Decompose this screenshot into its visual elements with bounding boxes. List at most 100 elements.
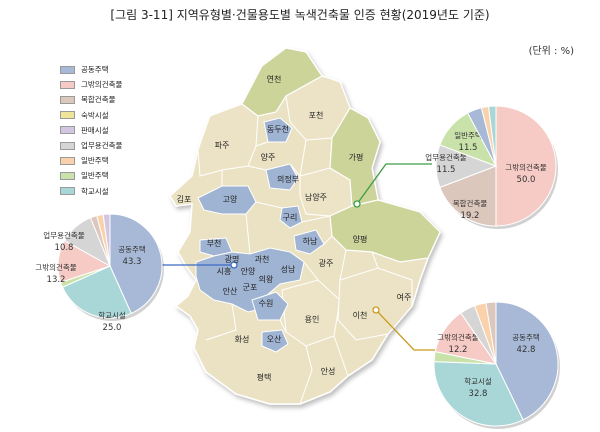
region-guri [279,205,303,229]
legend-label: 그밖의건축물 [81,80,123,90]
legend-swatch [60,171,75,180]
pie-slice [495,105,557,227]
pie-slice-value: 50.0 [517,175,536,185]
region-label: 광명 [225,254,240,264]
legend-label: 일반주택 [81,171,109,181]
region-label: 구리 [283,213,298,222]
pie-slice-label: 업무용건축물 [425,152,466,162]
legend-label: 숙박시설 [81,110,109,120]
legend-swatch [60,65,75,74]
region-label: 하남 [303,236,318,246]
legend-item: 숙박시설 [60,108,122,123]
legend-item: 그밖의건축물 [60,77,122,92]
region-osan [261,329,289,353]
pie-slice-label: 학교시설 [98,310,126,320]
pie-slice-label: 복합건축물 [453,198,488,208]
region-label: 안양 [241,266,256,276]
pie-slice-label: 학교시설 [464,376,492,386]
legend-label: 공동주택 [81,65,109,75]
unit-label: (단위 : %) [528,46,574,57]
pie-slice-label: 그밖의건축물 [505,162,546,172]
pie-slice-value: 11.5 [437,165,456,175]
legend: 공동주택 그밖의건축물 복합건축물 숙박시설 판매시설 업무용건축물 일반주택 … [60,62,122,199]
region-suwon [251,291,289,321]
legend-swatch [60,80,75,89]
region-icheon-yeoju-area [337,267,413,341]
legend-swatch [60,141,75,150]
legend-swatch [60,126,75,135]
pie-chart-bottom-right: 공동주택 42.8 학교시설 32.8 그밖의건축물 12.2 [433,301,560,429]
legend-swatch [60,187,75,196]
region-label: 의왕 [259,274,274,284]
region-label: 오산 [267,334,282,344]
region-label: 양평 [353,234,368,244]
pie-slice-value: 13.2 [47,275,66,285]
region-goyang [197,185,257,215]
legend-item: 일반주택 [60,153,122,168]
region-label: 연천 [267,74,282,84]
region-label: 부천 [207,238,222,248]
pie-slice [485,301,497,365]
legend-swatch [60,156,75,165]
legend-item: 판매시설 [60,123,122,138]
region-label: 수원 [259,299,274,308]
pie-chart-left: 공동주택 43.3 학교시설 25.0 그밖의건축물 13.2 업무용건축물 10.8 [35,213,164,333]
region-uijeongbu [265,163,299,191]
pie-slice-label: 그밖의건축물 [35,262,76,272]
pie-slice [487,105,497,167]
pie-slice-label: 업무용건축물 [43,230,84,240]
region-label: 여주 [397,292,412,302]
legend-swatch [60,95,75,104]
region-hanam [293,229,325,255]
region-label: 이천 [353,310,368,320]
legend-item: 업무용건축물 [60,138,122,153]
pie-slice-value: 19.2 [461,211,480,221]
legend-item: 일반주택 [60,168,122,183]
legend-label: 판매시설 [81,125,109,135]
pie-slice-value: 11.5 [459,143,478,153]
region-label: 양주 [261,153,276,162]
region-label: 화성 [235,335,250,344]
region-yeoncheon [241,47,323,117]
region-label: 광주 [319,258,334,268]
legend-item: 복합건축물 [60,92,122,107]
region-label: 동두천 [267,124,289,134]
region-metro-south [195,247,305,313]
region-label: 안성 [321,366,336,376]
pie-slice [109,213,163,315]
figure-title: [그림 3-11] 지역유형별·건물용도별 녹색건축물 인증 현황(2019년도… [110,8,490,22]
pie-slice-value: 43.3 [123,257,142,267]
region-label: 평택 [257,372,272,382]
legend-item: 공동주택 [60,62,122,77]
pie-slice [433,361,524,427]
legend-label: 복합건축물 [81,95,116,105]
region-label: 포천 [309,110,324,120]
pie-slice-value: 32.8 [469,389,488,399]
region-boundaries [205,139,379,405]
pie-slice-value: 25.0 [103,323,122,333]
legend-swatch [60,111,75,120]
region-yangpyeong [329,199,441,263]
legend-item: 학교시설 [60,184,122,199]
region-label: 가평 [349,152,364,162]
region-label: 군포 [243,283,258,292]
pie-slice-label: 공동주택 [118,244,146,254]
pie-slice-label: 일반주택 [454,130,482,140]
legend-label: 업무용건축물 [81,141,123,151]
region-label: 용인 [305,314,320,324]
pie-slice [61,265,132,319]
region-label: 의정부 [277,174,299,184]
region-label: 김포 [177,194,192,204]
region-label: 고양 [223,195,238,204]
pie-slice-value: 12.2 [449,345,468,355]
pie-slice-label: 공동주택 [512,332,540,342]
region-label: 과천 [255,254,270,264]
pie-slice [439,165,497,227]
legend-label: 학교시설 [81,186,109,196]
region-label: 남양주 [305,193,327,202]
pie-slice [102,213,111,267]
